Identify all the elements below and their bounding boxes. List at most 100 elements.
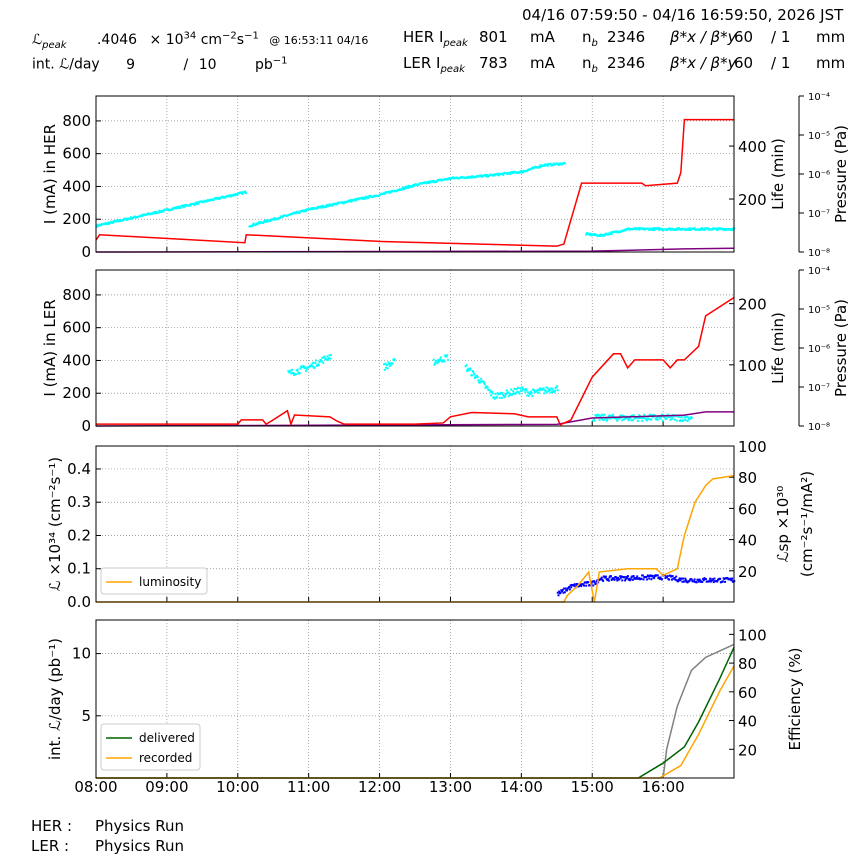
current-point [491,392,494,395]
specific-lumi-point [675,575,678,578]
y-tick-label: 10 [72,645,91,663]
current-point [108,222,111,225]
her-nb-sub: b [591,38,598,49]
current-point [687,227,690,230]
current-point [411,185,414,188]
current-point [483,381,486,384]
specific-lumi-point [592,584,595,587]
current-point [631,419,634,422]
specific-lumi-point [659,576,662,579]
current-point [467,176,470,179]
specific-lumi-point [688,579,691,582]
specific-lumi-point [695,581,698,584]
current-point [544,389,547,392]
current-point [588,234,591,237]
current-point [323,355,326,358]
x-tick-label: 09:00 [145,778,188,796]
current-point [432,358,435,361]
current-point [290,368,293,371]
specific-lumi-point [561,590,564,593]
current-point [541,388,544,391]
current-point [297,371,300,374]
specific-lumi-point [697,578,700,581]
current-point [328,354,331,357]
current-point [619,230,622,233]
current-point [488,174,491,177]
current-point [563,162,566,165]
ler-peak-unit: mA [530,54,555,72]
current-point [480,377,483,380]
current-point [122,219,125,222]
current-point [298,211,301,214]
current-point [668,416,671,419]
pressure-axis-label: Pressure (Pa) [832,299,850,397]
specific-lumi-point [604,575,607,578]
current-point [687,228,690,231]
current-point [509,388,512,391]
current-point [387,361,390,364]
current-point [621,418,624,421]
specific-lumi-point [679,579,682,582]
specific-lumi-point [604,576,607,579]
current-point [310,365,313,368]
current-point [367,196,370,199]
current-point [630,419,633,422]
current-point [493,174,496,177]
current-point [162,210,165,213]
current-point [244,190,247,193]
specific-lumi-point [601,578,604,581]
current-point [397,189,400,192]
specific-lumi-point [631,575,634,578]
current-point [637,417,640,420]
current-point [296,210,299,213]
current-point [670,416,673,419]
specific-lumi-point [569,584,572,587]
current-point [393,358,396,361]
y-tick-label: 800 [62,286,91,304]
specific-lumi-point [690,578,693,581]
current-point [538,166,541,169]
current-point [610,232,613,235]
current-point [334,202,337,205]
y2-tick-label: 100 [738,626,767,644]
ler-nb: 2346 [607,54,646,72]
specific-lumi-point [570,586,573,589]
current-point [465,364,468,367]
current-point [240,191,243,194]
luminosity-line [96,474,735,603]
current-point [407,186,410,189]
current-point [715,227,718,230]
current-point [551,164,554,167]
current-point [313,366,316,369]
current-point [476,376,479,379]
current-point [326,355,329,358]
x-tick-label: 16:00 [641,778,684,796]
current-point [518,171,521,174]
current-point [305,210,308,213]
current-point [603,413,606,416]
current-point [466,368,469,371]
specific-lumi-point [656,574,659,577]
specific-lumi-point [692,580,695,583]
current-point [443,360,446,363]
current-point [484,386,487,389]
current-point [437,361,440,364]
current-point [254,223,257,226]
y-axis-label: I (mA) in LER [41,299,59,396]
pressure-tick-label: 10⁻⁵ [808,131,830,142]
current-point [310,363,313,366]
current-point [473,377,476,380]
current-point [502,173,505,176]
current-point [656,418,659,421]
her-status-label: HER : [31,817,73,835]
specific-lumi-point [635,577,638,580]
current-point [468,367,471,370]
specific-lumi-point [647,575,650,578]
current-point [553,390,556,393]
current-point [183,204,186,207]
current-point [592,419,595,422]
specific-lumi-point [602,579,605,582]
ler-status: Physics Run [95,837,185,855]
x-tick-label: 13:00 [429,778,472,796]
current-point [371,196,374,199]
